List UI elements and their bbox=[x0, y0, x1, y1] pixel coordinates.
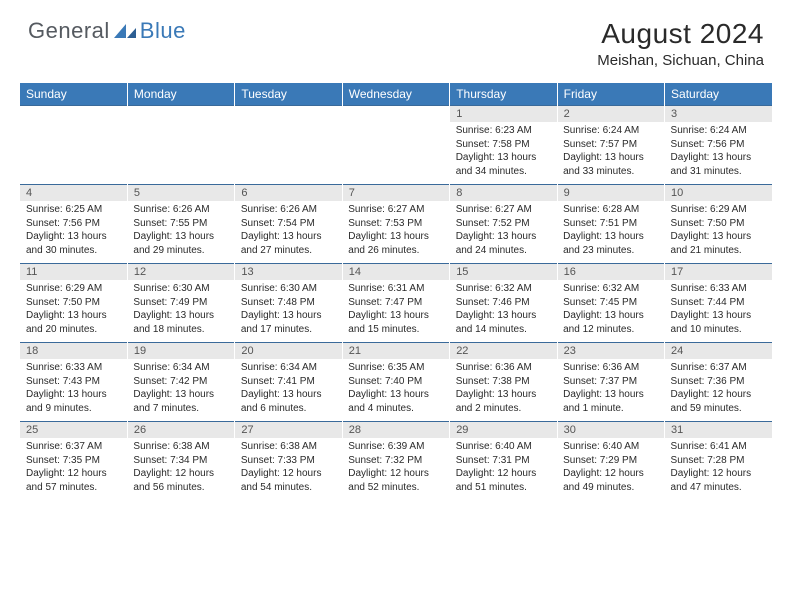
week-2-content: Sunrise: 6:29 AMSunset: 7:50 PMDaylight:… bbox=[20, 280, 772, 343]
day-content-cell: Sunrise: 6:31 AMSunset: 7:47 PMDaylight:… bbox=[342, 280, 449, 343]
day-content-cell: Sunrise: 6:33 AMSunset: 7:43 PMDaylight:… bbox=[20, 359, 127, 422]
day-number-cell: 21 bbox=[342, 343, 449, 360]
day-number-cell: 12 bbox=[127, 264, 234, 281]
day-header-thursday: Thursday bbox=[450, 83, 557, 106]
week-3-content: Sunrise: 6:33 AMSunset: 7:43 PMDaylight:… bbox=[20, 359, 772, 422]
logo-text-blue: Blue bbox=[140, 18, 186, 44]
day-number-cell bbox=[20, 106, 127, 123]
day-content-cell: Sunrise: 6:33 AMSunset: 7:44 PMDaylight:… bbox=[665, 280, 772, 343]
day-content-cell: Sunrise: 6:26 AMSunset: 7:54 PMDaylight:… bbox=[235, 201, 342, 264]
week-0-content: Sunrise: 6:23 AMSunset: 7:58 PMDaylight:… bbox=[20, 122, 772, 185]
day-content-cell: Sunrise: 6:25 AMSunset: 7:56 PMDaylight:… bbox=[20, 201, 127, 264]
day-number-cell: 28 bbox=[342, 422, 449, 439]
day-content-cell: Sunrise: 6:34 AMSunset: 7:42 PMDaylight:… bbox=[127, 359, 234, 422]
day-content-cell: Sunrise: 6:38 AMSunset: 7:33 PMDaylight:… bbox=[235, 438, 342, 500]
day-content-cell: Sunrise: 6:40 AMSunset: 7:29 PMDaylight:… bbox=[557, 438, 664, 500]
day-number-cell: 2 bbox=[557, 106, 664, 123]
day-content-cell: Sunrise: 6:28 AMSunset: 7:51 PMDaylight:… bbox=[557, 201, 664, 264]
day-content-cell: Sunrise: 6:32 AMSunset: 7:45 PMDaylight:… bbox=[557, 280, 664, 343]
day-number-cell bbox=[235, 106, 342, 123]
day-number-cell: 19 bbox=[127, 343, 234, 360]
day-content-cell: Sunrise: 6:37 AMSunset: 7:35 PMDaylight:… bbox=[20, 438, 127, 500]
week-1-content: Sunrise: 6:25 AMSunset: 7:56 PMDaylight:… bbox=[20, 201, 772, 264]
day-content-cell: Sunrise: 6:24 AMSunset: 7:57 PMDaylight:… bbox=[557, 122, 664, 185]
day-content-cell: Sunrise: 6:30 AMSunset: 7:48 PMDaylight:… bbox=[235, 280, 342, 343]
day-content-cell bbox=[127, 122, 234, 185]
logo: General Blue bbox=[28, 18, 186, 44]
day-number-cell: 8 bbox=[450, 185, 557, 202]
day-number-cell: 23 bbox=[557, 343, 664, 360]
location-label: Meishan, Sichuan, China bbox=[597, 52, 764, 69]
day-number-cell: 22 bbox=[450, 343, 557, 360]
day-number-cell: 13 bbox=[235, 264, 342, 281]
day-number-cell: 7 bbox=[342, 185, 449, 202]
day-number-cell: 5 bbox=[127, 185, 234, 202]
week-2-numbers: 11121314151617 bbox=[20, 264, 772, 281]
day-content-cell: Sunrise: 6:35 AMSunset: 7:40 PMDaylight:… bbox=[342, 359, 449, 422]
day-number-cell: 30 bbox=[557, 422, 664, 439]
day-content-cell: Sunrise: 6:32 AMSunset: 7:46 PMDaylight:… bbox=[450, 280, 557, 343]
day-number-cell: 11 bbox=[20, 264, 127, 281]
logo-sail-icon bbox=[112, 22, 138, 40]
day-content-cell: Sunrise: 6:36 AMSunset: 7:37 PMDaylight:… bbox=[557, 359, 664, 422]
week-3-numbers: 18192021222324 bbox=[20, 343, 772, 360]
day-content-cell: Sunrise: 6:38 AMSunset: 7:34 PMDaylight:… bbox=[127, 438, 234, 500]
day-number-cell: 1 bbox=[450, 106, 557, 123]
day-content-cell: Sunrise: 6:34 AMSunset: 7:41 PMDaylight:… bbox=[235, 359, 342, 422]
day-number-cell: 3 bbox=[665, 106, 772, 123]
day-content-cell: Sunrise: 6:41 AMSunset: 7:28 PMDaylight:… bbox=[665, 438, 772, 500]
day-content-cell bbox=[342, 122, 449, 185]
day-header-tuesday: Tuesday bbox=[235, 83, 342, 106]
day-number-cell: 17 bbox=[665, 264, 772, 281]
day-content-cell: Sunrise: 6:39 AMSunset: 7:32 PMDaylight:… bbox=[342, 438, 449, 500]
day-number-cell: 6 bbox=[235, 185, 342, 202]
day-content-cell bbox=[20, 122, 127, 185]
day-content-cell: Sunrise: 6:29 AMSunset: 7:50 PMDaylight:… bbox=[665, 201, 772, 264]
day-number-cell: 24 bbox=[665, 343, 772, 360]
calendar-table: SundayMondayTuesdayWednesdayThursdayFrid… bbox=[20, 83, 772, 500]
day-number-cell bbox=[342, 106, 449, 123]
header: General Blue August 2024 Meishan, Sichua… bbox=[0, 0, 792, 77]
day-content-cell: Sunrise: 6:24 AMSunset: 7:56 PMDaylight:… bbox=[665, 122, 772, 185]
day-number-cell: 16 bbox=[557, 264, 664, 281]
day-header-saturday: Saturday bbox=[665, 83, 772, 106]
week-0-numbers: 123 bbox=[20, 106, 772, 123]
day-number-cell: 20 bbox=[235, 343, 342, 360]
week-4-content: Sunrise: 6:37 AMSunset: 7:35 PMDaylight:… bbox=[20, 438, 772, 500]
week-4-numbers: 25262728293031 bbox=[20, 422, 772, 439]
day-content-cell bbox=[235, 122, 342, 185]
day-number-cell: 25 bbox=[20, 422, 127, 439]
month-title: August 2024 bbox=[597, 18, 764, 50]
day-content-cell: Sunrise: 6:26 AMSunset: 7:55 PMDaylight:… bbox=[127, 201, 234, 264]
week-1-numbers: 45678910 bbox=[20, 185, 772, 202]
day-number-cell: 31 bbox=[665, 422, 772, 439]
day-number-cell: 14 bbox=[342, 264, 449, 281]
day-header-friday: Friday bbox=[557, 83, 664, 106]
day-number-cell bbox=[127, 106, 234, 123]
day-content-cell: Sunrise: 6:37 AMSunset: 7:36 PMDaylight:… bbox=[665, 359, 772, 422]
title-block: August 2024 Meishan, Sichuan, China bbox=[597, 18, 764, 69]
logo-text-general: General bbox=[28, 18, 110, 44]
day-number-cell: 29 bbox=[450, 422, 557, 439]
day-number-cell: 18 bbox=[20, 343, 127, 360]
day-content-cell: Sunrise: 6:29 AMSunset: 7:50 PMDaylight:… bbox=[20, 280, 127, 343]
day-content-cell: Sunrise: 6:40 AMSunset: 7:31 PMDaylight:… bbox=[450, 438, 557, 500]
day-number-cell: 26 bbox=[127, 422, 234, 439]
day-content-cell: Sunrise: 6:30 AMSunset: 7:49 PMDaylight:… bbox=[127, 280, 234, 343]
day-number-cell: 27 bbox=[235, 422, 342, 439]
day-content-cell: Sunrise: 6:27 AMSunset: 7:53 PMDaylight:… bbox=[342, 201, 449, 264]
day-header-row: SundayMondayTuesdayWednesdayThursdayFrid… bbox=[20, 83, 772, 106]
day-content-cell: Sunrise: 6:23 AMSunset: 7:58 PMDaylight:… bbox=[450, 122, 557, 185]
day-content-cell: Sunrise: 6:27 AMSunset: 7:52 PMDaylight:… bbox=[450, 201, 557, 264]
day-number-cell: 10 bbox=[665, 185, 772, 202]
day-number-cell: 4 bbox=[20, 185, 127, 202]
day-header-sunday: Sunday bbox=[20, 83, 127, 106]
day-header-monday: Monday bbox=[127, 83, 234, 106]
day-number-cell: 15 bbox=[450, 264, 557, 281]
day-header-wednesday: Wednesday bbox=[342, 83, 449, 106]
day-content-cell: Sunrise: 6:36 AMSunset: 7:38 PMDaylight:… bbox=[450, 359, 557, 422]
day-number-cell: 9 bbox=[557, 185, 664, 202]
